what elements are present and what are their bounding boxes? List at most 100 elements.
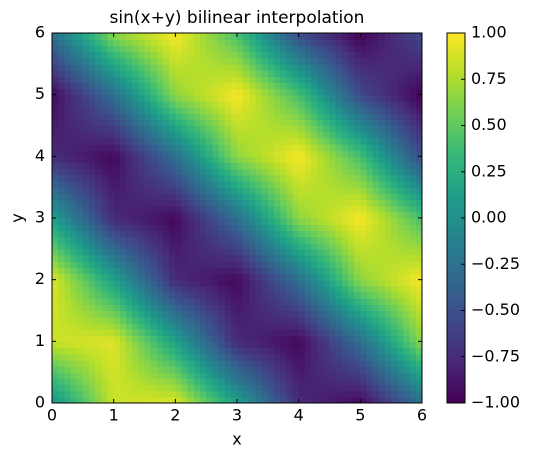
heat-cell — [76, 156, 84, 164]
heat-cell — [181, 100, 189, 108]
heat-cell — [89, 57, 96, 65]
heat-cell — [372, 211, 380, 219]
heat-cell — [144, 310, 152, 318]
heat-cell — [64, 156, 72, 164]
heat-cell — [243, 384, 250, 392]
heat-cell — [360, 193, 368, 201]
heat-cell — [101, 236, 109, 244]
heat-cell — [304, 181, 312, 188]
heat-cell — [82, 384, 90, 392]
heat-cell — [126, 248, 133, 256]
heat-cell — [144, 187, 152, 194]
heat-cell — [218, 162, 226, 170]
heat-cell — [237, 261, 244, 268]
heat-cell — [323, 248, 331, 256]
heat-cell — [267, 63, 275, 71]
heat-cell — [298, 162, 306, 170]
heat-cell — [317, 292, 324, 299]
heat-cell — [341, 347, 349, 355]
heat-cell — [82, 82, 90, 90]
heat-cell — [113, 304, 121, 312]
heat-cell — [317, 39, 324, 46]
heat-cell — [193, 100, 201, 108]
heat-cell — [255, 322, 263, 330]
heat-cell — [304, 119, 312, 127]
heat-cell — [378, 396, 386, 404]
heat-cell — [274, 316, 281, 324]
heat-cell — [119, 242, 127, 250]
heat-cell — [76, 255, 84, 262]
heat-cell — [403, 137, 411, 145]
heat-cell — [101, 113, 109, 120]
heat-cell — [378, 63, 386, 71]
heat-cell — [304, 285, 312, 293]
heat-cell — [212, 168, 220, 176]
heat-cell — [113, 359, 121, 367]
heat-cell — [193, 113, 201, 120]
heat-cell — [82, 125, 90, 133]
heat-cell — [385, 150, 392, 157]
heat-cell — [126, 45, 133, 53]
heat-cell — [261, 174, 269, 182]
heat-cell — [403, 292, 411, 299]
heat-cell — [70, 33, 78, 40]
heat-cell — [403, 341, 411, 349]
heat-cell — [298, 144, 306, 151]
heat-cell — [323, 76, 331, 83]
heat-cell — [354, 211, 361, 219]
heat-cell — [391, 396, 398, 404]
heat-cell — [218, 347, 226, 355]
heat-cell — [70, 329, 78, 336]
heat-cell — [391, 261, 398, 268]
heat-cell — [348, 279, 355, 287]
heat-cell — [169, 63, 176, 71]
heat-cell — [193, 156, 201, 164]
heat-cell — [169, 359, 176, 367]
heat-cell — [212, 298, 220, 305]
heat-cell — [76, 174, 84, 182]
heat-cell — [119, 156, 127, 164]
heat-cell — [126, 82, 133, 90]
heat-cell — [280, 292, 287, 299]
heat-cell — [415, 292, 423, 299]
heat-cell — [218, 285, 226, 293]
heat-cell — [181, 144, 189, 151]
heat-cell — [230, 88, 238, 96]
heat-cell — [249, 329, 257, 336]
heat-cell — [175, 187, 183, 194]
heat-cell — [101, 76, 109, 83]
heat-cell — [329, 70, 337, 77]
heat-cell — [76, 205, 84, 213]
heat-cell — [255, 39, 263, 46]
heat-cell — [76, 273, 84, 281]
heat-cell — [138, 341, 146, 349]
heat-cell — [82, 187, 90, 194]
heat-cell — [403, 372, 411, 379]
heat-cell — [156, 359, 164, 367]
heat-cell — [138, 292, 146, 299]
heat-cell — [212, 316, 220, 324]
heat-cell — [286, 285, 294, 293]
heat-cell — [360, 168, 368, 176]
heat-cell — [76, 51, 84, 59]
heat-cell — [267, 242, 275, 250]
heat-cell — [64, 107, 72, 114]
heat-cell — [385, 292, 392, 299]
heat-cell — [144, 100, 152, 108]
heat-cell — [193, 341, 201, 349]
heat-cell — [385, 273, 392, 281]
heat-cell — [193, 125, 201, 133]
heat-cell — [144, 211, 152, 219]
heat-cell — [335, 33, 343, 40]
heat-cell — [243, 174, 250, 182]
heat-cell — [366, 267, 374, 275]
heat-cell — [298, 107, 306, 114]
heat-cell — [58, 187, 65, 194]
heat-cell — [249, 279, 257, 287]
heat-cell — [348, 304, 355, 312]
heat-cell — [267, 199, 275, 207]
heat-cell — [329, 304, 337, 312]
heat-cell — [70, 156, 78, 164]
heat-cell — [95, 119, 102, 127]
heat-cell — [323, 298, 331, 305]
